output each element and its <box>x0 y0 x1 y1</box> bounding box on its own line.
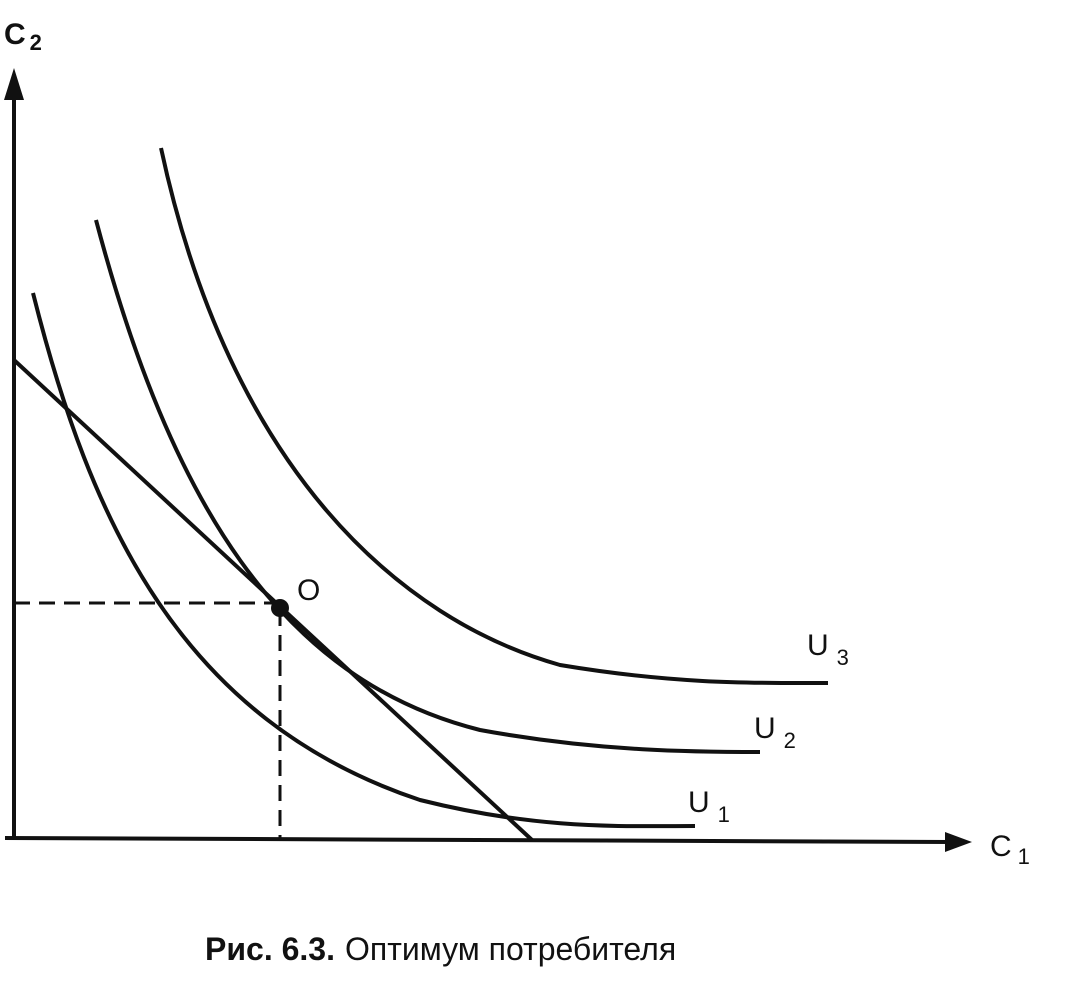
x-subscript: 1 <box>1018 844 1030 869</box>
caption-number: Рис. 6.3. <box>205 931 335 967</box>
u-subscript: 2 <box>784 728 796 753</box>
budget-line <box>12 358 534 842</box>
curve-u2 <box>94 219 761 754</box>
caption-text: Оптимум потребителя <box>345 931 676 967</box>
y-arrow <box>4 68 24 100</box>
x-label: C <box>990 830 1012 863</box>
u-label: U <box>807 629 829 662</box>
optimum-point <box>271 599 289 617</box>
u-subscript: 1 <box>718 802 730 827</box>
point-label: O <box>297 574 320 607</box>
caption: Рис. 6.3. Оптимум потребителя <box>205 931 676 967</box>
curve-u3 <box>159 147 829 686</box>
x-axis <box>4 836 951 844</box>
u-label: U <box>688 786 710 819</box>
u-subscript: 3 <box>837 645 849 670</box>
curve-u1 <box>31 292 696 829</box>
u-label: U <box>754 712 776 745</box>
x-arrow <box>945 832 972 852</box>
y-subscript: 2 <box>30 30 42 55</box>
y-label: C <box>4 18 26 51</box>
